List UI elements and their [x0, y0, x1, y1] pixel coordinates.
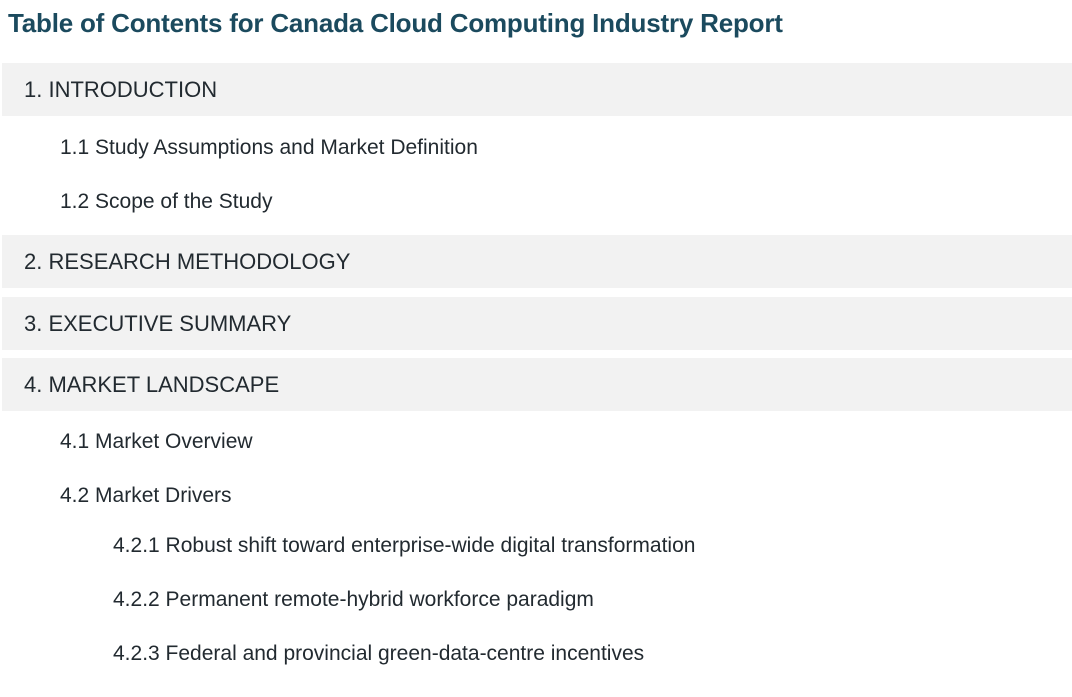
toc-subitem-label: 4.2.3 Federal and provincial green-data-… [113, 642, 645, 665]
toc-section-label: 2. RESEARCH METHODOLOGY [24, 248, 351, 274]
toc-item-market-drivers[interactable]: 4.2 Market Drivers [0, 474, 1072, 518]
toc-item-market-overview[interactable]: 4.1 Market Overview [0, 420, 1072, 464]
toc-subitem-green-data-centre-incentives[interactable]: 4.2.3 Federal and provincial green-data-… [0, 632, 1072, 676]
toc-item-study-assumptions[interactable]: 1.1 Study Assumptions and Market Definit… [0, 126, 1072, 170]
toc-item-scope-of-study[interactable]: 1.2 Scope of the Study [0, 180, 1072, 224]
toc-section-executive-summary[interactable]: 3. EXECUTIVE SUMMARY [2, 297, 1072, 350]
page-title: Table of Contents for Canada Cloud Compu… [8, 8, 783, 38]
toc-section-label: 1. INTRODUCTION [24, 76, 218, 102]
toc-section-label: 4. MARKET LANDSCAPE [24, 371, 280, 397]
toc-item-label: 4.2 Market Drivers [60, 484, 232, 507]
toc-section-research-methodology[interactable]: 2. RESEARCH METHODOLOGY [2, 235, 1072, 288]
toc-section-introduction[interactable]: 1. INTRODUCTION [2, 63, 1072, 116]
toc-subitem-label: 4.2.2 Permanent remote-hybrid workforce … [113, 588, 594, 611]
toc-subitem-digital-transformation[interactable]: 4.2.1 Robust shift toward enterprise-wid… [0, 524, 1072, 568]
toc-section-market-landscape[interactable]: 4. MARKET LANDSCAPE [2, 358, 1072, 411]
toc-item-label: 1.2 Scope of the Study [60, 190, 273, 213]
toc-section-label: 3. EXECUTIVE SUMMARY [24, 310, 292, 336]
toc-item-label: 4.1 Market Overview [60, 430, 253, 453]
toc-subitem-remote-hybrid-workforce[interactable]: 4.2.2 Permanent remote-hybrid workforce … [0, 578, 1072, 622]
toc-item-label: 1.1 Study Assumptions and Market Definit… [60, 136, 478, 159]
toc-subitem-label: 4.2.1 Robust shift toward enterprise-wid… [113, 534, 696, 557]
